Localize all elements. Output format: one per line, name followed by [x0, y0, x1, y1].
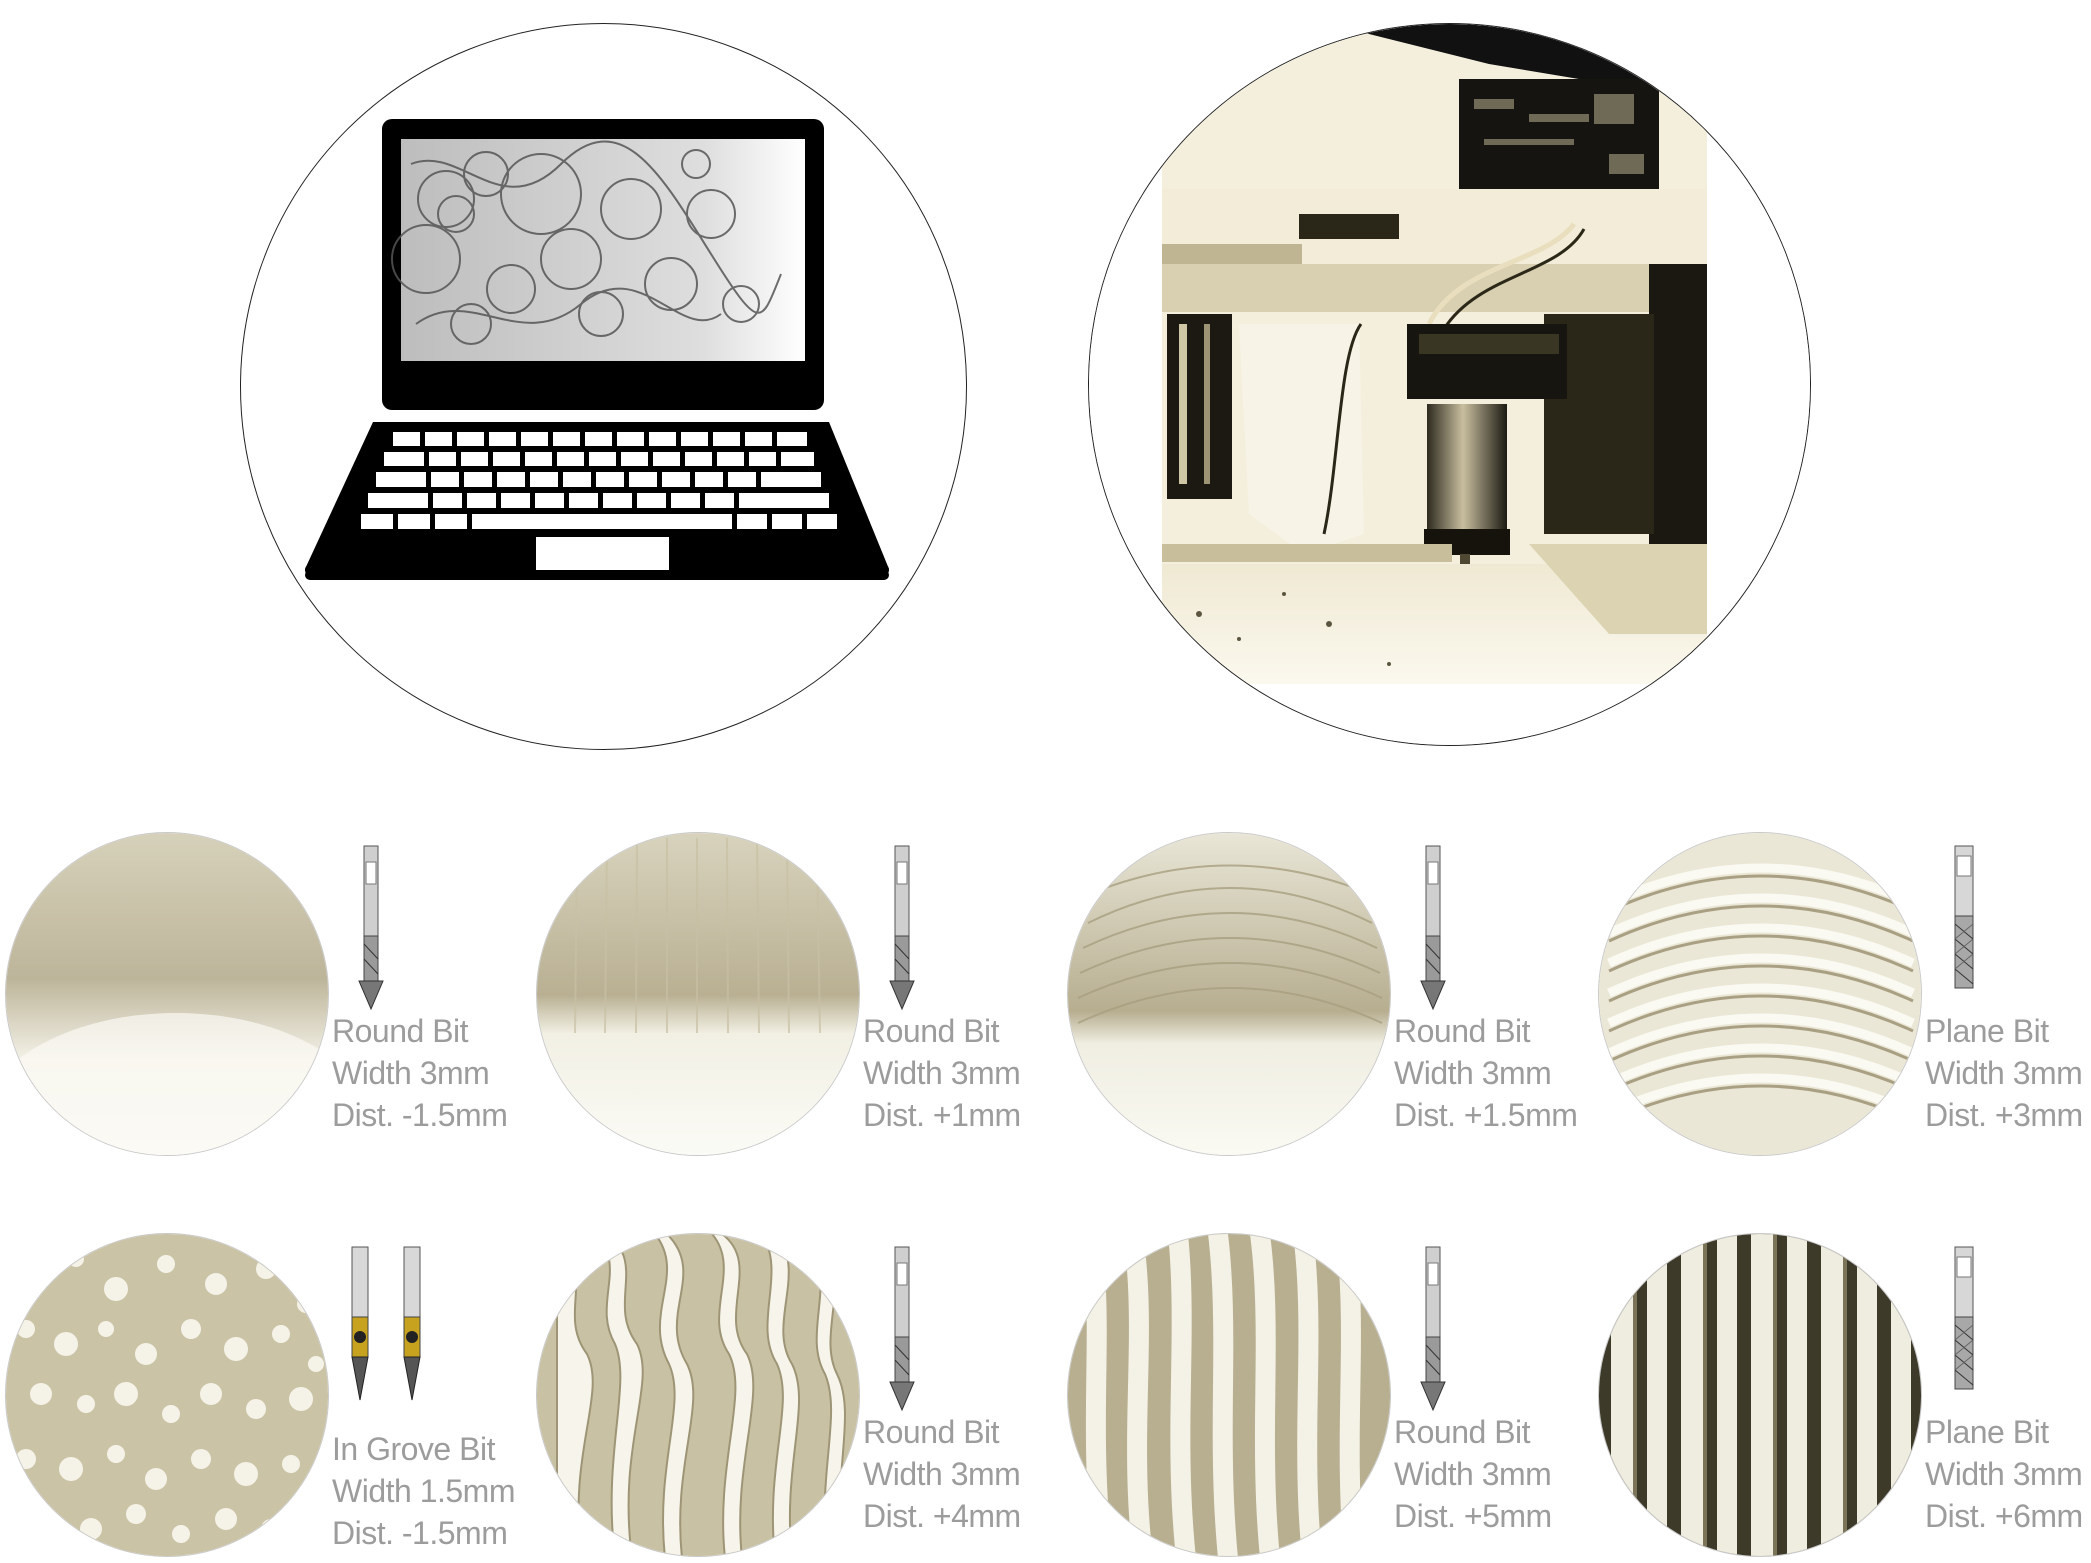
round-bit-icon — [873, 1245, 933, 1435]
in-groove-bit-icon — [342, 1245, 421, 1435]
keyboard-keys — [361, 432, 837, 592]
bit-type: Round Bit — [1394, 1013, 1531, 1049]
screen-scribble — [391, 140, 782, 345]
sample-5: In Grove Bit Width 1.5mm Dist. -1.5mm — [5, 1233, 515, 1563]
sample-label: Round Bit Width 3mm Dist. +5mm — [1394, 1411, 1552, 1537]
bit-distance: Dist. -1.5mm — [332, 1515, 508, 1551]
bit-distance: Dist. +6mm — [1925, 1498, 2083, 1534]
material-sample-disc — [536, 832, 860, 1156]
round-bit-icon — [342, 844, 402, 1034]
material-sample-disc — [5, 1233, 329, 1557]
sample-4: Plane Bit Width 3mm Dist. +3mm — [1598, 832, 2091, 1162]
bit-type: Round Bit — [863, 1013, 1000, 1049]
bit-distance: Dist. -1.5mm — [332, 1097, 508, 1133]
plane-bit-icon — [1935, 1245, 1995, 1435]
material-sample-disc — [5, 832, 329, 1156]
bit-width: Width 3mm — [1394, 1055, 1552, 1091]
bit-type: Plane Bit — [1925, 1013, 2049, 1049]
sample-label: Round Bit Width 3mm Dist. +1.5mm — [1394, 1010, 1578, 1136]
sample-label: In Grove Bit Width 1.5mm Dist. -1.5mm — [332, 1428, 515, 1554]
sample-3: Round Bit Width 3mm Dist. +1.5mm — [1067, 832, 1578, 1162]
cnc-router-photo — [1089, 24, 1810, 745]
bit-distance: Dist. +1mm — [863, 1097, 1021, 1133]
bit-width: Width 3mm — [1925, 1456, 2083, 1492]
round-bit-icon — [1404, 1245, 1464, 1435]
bit-type: Round Bit — [1394, 1414, 1531, 1450]
material-sample-disc — [1598, 1233, 1922, 1557]
sample-label: Round Bit Width 3mm Dist. +1mm — [863, 1010, 1021, 1136]
bit-width: Width 3mm — [332, 1055, 490, 1091]
round-bit-icon — [873, 844, 933, 1034]
material-sample-disc — [1598, 832, 1922, 1156]
bit-width: Width 3mm — [863, 1456, 1021, 1492]
bit-type: Round Bit — [332, 1013, 469, 1049]
bit-width: Width 3mm — [1394, 1456, 1552, 1492]
laptop-circle — [240, 23, 967, 750]
material-sample-disc — [536, 1233, 860, 1557]
cnc-machine-circle — [1088, 23, 1811, 746]
bit-type: In Grove Bit — [332, 1431, 495, 1467]
sample-label: Plane Bit Width 3mm Dist. +3mm — [1925, 1010, 2083, 1136]
bit-distance: Dist. +3mm — [1925, 1097, 2083, 1133]
bit-distance: Dist. +5mm — [1394, 1498, 1552, 1534]
sample-1: Round Bit Width 3mm Dist. -1.5mm — [5, 832, 508, 1162]
plane-bit-icon — [1935, 844, 1995, 1034]
laptop-icon — [305, 119, 889, 592]
bit-width: Width 1.5mm — [332, 1473, 515, 1509]
material-sample-disc — [1067, 1233, 1391, 1557]
bit-width: Width 3mm — [1925, 1055, 2083, 1091]
sample-7: Round Bit Width 3mm Dist. +5mm — [1067, 1233, 1567, 1563]
bit-type: Plane Bit — [1925, 1414, 2049, 1450]
sample-6: Round Bit Width 3mm Dist. +4mm — [536, 1233, 1036, 1563]
sample-label: Round Bit Width 3mm Dist. -1.5mm — [332, 1010, 508, 1136]
bit-type: Round Bit — [863, 1414, 1000, 1450]
bit-distance: Dist. +4mm — [863, 1498, 1021, 1534]
sample-2: Round Bit Width 3mm Dist. +1mm — [536, 832, 1036, 1162]
bit-distance: Dist. +1.5mm — [1394, 1097, 1578, 1133]
sample-label: Round Bit Width 3mm Dist. +4mm — [863, 1411, 1021, 1537]
round-bit-icon — [1404, 844, 1464, 1034]
sample-8: Plane Bit Width 3mm Dist. +6mm — [1598, 1233, 2091, 1563]
material-sample-disc — [1067, 832, 1391, 1156]
sample-label: Plane Bit Width 3mm Dist. +6mm — [1925, 1411, 2083, 1537]
bit-width: Width 3mm — [863, 1055, 1021, 1091]
